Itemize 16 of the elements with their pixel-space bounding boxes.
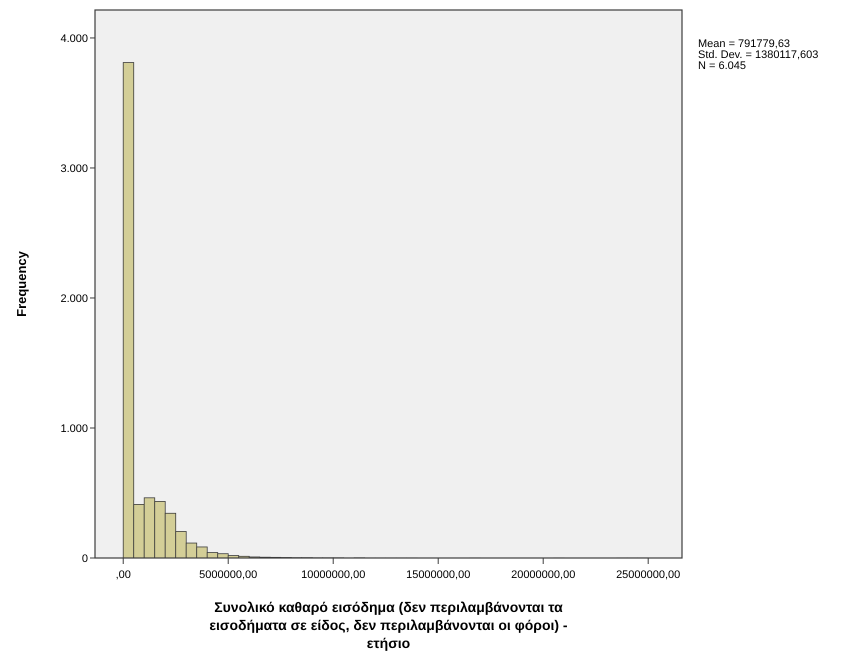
x-tick-label: 5000000,00 <box>199 569 258 581</box>
x-tick-label: 15000000,00 <box>406 569 470 581</box>
y-axis-title: Frequency <box>14 250 29 317</box>
x-axis-title: Συνολικό καθαρό εισόδημα (δεν περιλαμβάνονται τα εισοδήματα σε είδος, δεν περιλαμβάνονται οι φόροι) - ετήσιο <box>209 599 568 651</box>
y-tick-label: 4.000 <box>60 32 88 45</box>
text: Std. Dev. = 1380117,603 <box>698 49 818 61</box>
text: N = 6.045 <box>698 60 746 72</box>
x-tick-label: 25000000,00 <box>616 569 680 581</box>
y-tick-label: 0 <box>82 552 88 565</box>
y-tick-label: 1.000 <box>60 422 88 435</box>
y-tick-label: 2.000 <box>60 292 88 305</box>
x-tick-label: 10000000,00 <box>301 569 366 581</box>
x-tick-label: ,00 <box>116 569 131 581</box>
y-tick-label: 3.000 <box>60 162 88 175</box>
x-tick-label: 20000000,00 <box>511 569 576 581</box>
text: Mean = 791779,63 <box>698 38 790 50</box>
